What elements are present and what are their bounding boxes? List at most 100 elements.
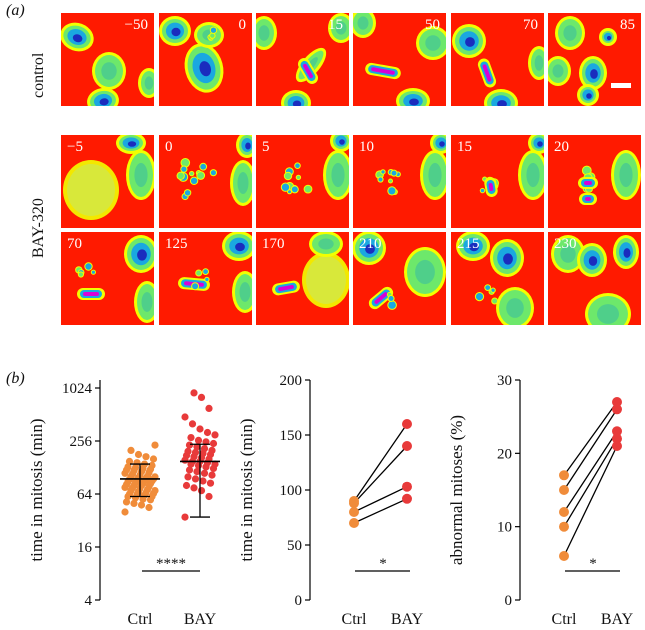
frame-time-label: 70: [523, 17, 538, 33]
chart1-point-bay: [191, 448, 200, 456]
chart2-y-tick-label: 50: [287, 538, 302, 554]
frame-bay1-6: 20: [548, 135, 641, 228]
frame-bay2-6: 230: [548, 232, 641, 325]
chart1-point-bay: [208, 446, 216, 454]
frame-time-label: 230: [554, 236, 577, 252]
chart1-point-ctrl: [137, 501, 146, 509]
chart1-point-bay: [200, 445, 209, 453]
frame-time-label: 0: [165, 139, 173, 155]
frame-control-4: 50: [353, 13, 446, 106]
chart2-y-tick-label: 200: [280, 373, 303, 389]
chart1-y-tick-label: 1024: [62, 381, 93, 397]
chart3-y-axis-label: abnormal mitoses (%): [447, 415, 466, 565]
chart1-point-bay: [200, 469, 209, 477]
frame-time-label: 125: [165, 236, 188, 252]
chart1-point-ctrl: [130, 499, 138, 507]
chart1-point-bay: [193, 443, 201, 451]
chart3-y-tick-label: 10: [497, 520, 512, 536]
chart1-point-bay: [185, 466, 194, 474]
chart1-point-bay: [188, 420, 197, 428]
frame-time-label: 15: [457, 139, 472, 155]
chart1-point-bay: [211, 431, 219, 439]
chart1-x-label-ctrl: Ctrl: [128, 611, 153, 628]
chart2-pair-line: [353, 423, 408, 502]
chart2-significance-label: *: [379, 556, 387, 572]
chart2-point-ctrl: [349, 498, 359, 509]
chart3-point-ctrl: [559, 507, 569, 517]
frame-time-label: −50: [124, 17, 148, 33]
chart3-point-bay: [612, 433, 622, 444]
chart3-point-bay: [612, 397, 622, 407]
chart-ctrl-vs-bay-log: 4 16 64 256 1024 time in mitosis (min) Ctrl BAY…: [27, 380, 220, 628]
frame-control-6: 85: [548, 13, 641, 106]
frame-time-label: 170: [262, 236, 285, 252]
chart1-point-bay: [206, 479, 215, 487]
chart1-point-bay: [181, 413, 189, 421]
chart2-point-bay: [402, 419, 412, 429]
chart1-point-bay: [208, 471, 216, 479]
frame-bay1-2: 0: [159, 135, 252, 228]
chart1-point-ctrl: [125, 457, 134, 465]
frame-bay1-1: −5: [61, 135, 154, 228]
chart2-point-bay: [402, 493, 412, 504]
chart1-y-tick-label: 64: [77, 487, 93, 503]
chart2-y-tick-label: 150: [280, 428, 303, 444]
chart1-point-bay: [197, 487, 206, 495]
chart1-point-bay: [184, 447, 192, 455]
chart1-point-ctrl: [149, 455, 158, 463]
chart1-point-ctrl: [145, 503, 153, 512]
chart3-pair-line: [563, 408, 618, 491]
chart2-point-ctrl: [349, 518, 359, 528]
chart3-significance-label: *: [589, 556, 597, 572]
frame-time-label: 50: [425, 17, 440, 33]
chart3-y-tick-label: 30: [497, 373, 512, 389]
chart-abnormal-mitoses: 0 10 20 30 abnormal mitoses (%) Ctrl BAY *: [447, 373, 634, 628]
chart1-point-ctrl: [142, 453, 150, 461]
chart1-y-axis-label: time in mitosis (min): [27, 418, 46, 561]
chart1-point-ctrl: [151, 487, 159, 495]
frame-control-5: 70: [451, 13, 544, 106]
frame-bay2-4: 210: [353, 232, 446, 325]
frame-bay2-2: 125: [159, 232, 252, 325]
chart1-point-bay: [181, 513, 189, 521]
chart1-point-ctrl: [151, 441, 159, 449]
frame-bay2-3: 170: [256, 232, 349, 325]
frame-time-label: 0: [238, 17, 247, 33]
chart2-x-label-ctrl: Ctrl: [342, 611, 367, 628]
frame-time-label: 85: [620, 17, 635, 33]
chart1-y-tick-label: 16: [77, 540, 93, 556]
frame-time-label: 70: [67, 236, 82, 252]
chart1-y-tick-label: 4: [85, 593, 93, 609]
frame-time-label: 5: [262, 139, 270, 155]
frame-control-1: −50: [61, 13, 154, 106]
chart2-point-bay: [402, 441, 412, 451]
chart1-point-ctrl: [121, 508, 129, 516]
chart2-y-tick-label: 0: [295, 593, 303, 609]
chart1-point-ctrl: [127, 446, 135, 454]
frame-time-label: 215: [457, 236, 480, 252]
chart1-y-tick-label: 256: [70, 434, 93, 450]
panel-a-label: (a): [6, 2, 25, 19]
chart1-point-bay: [209, 439, 218, 448]
chart3-pair-line: [563, 430, 618, 513]
frame-time-label: 15: [328, 17, 343, 33]
chart1-point-bay: [190, 389, 198, 397]
chart1-point-bay: [185, 441, 194, 449]
chart1-point-bay: [187, 434, 195, 442]
chart1-point-ctrl: [124, 463, 132, 471]
chart1-point-bay: [205, 492, 213, 501]
frame-control-3: 15: [256, 13, 349, 106]
chart3-point-bay: [612, 404, 622, 415]
chart2-y-axis-label: time in mitosis (min): [237, 418, 256, 561]
frame-time-label: −5: [67, 139, 83, 155]
frame-bay2-5: 215: [451, 232, 544, 325]
chart1-point-ctrl: [122, 498, 131, 506]
chart1-point-bay: [193, 468, 201, 476]
chart2-point-ctrl: [349, 507, 359, 517]
chart1-point-bay: [196, 425, 204, 433]
chart1-point-bay: [182, 481, 191, 490]
chart3-point-bay: [612, 441, 622, 451]
chart1-point-bay: [191, 475, 200, 483]
frame-bay1-4: 10: [353, 135, 446, 228]
chart1-point-bay: [190, 484, 198, 492]
